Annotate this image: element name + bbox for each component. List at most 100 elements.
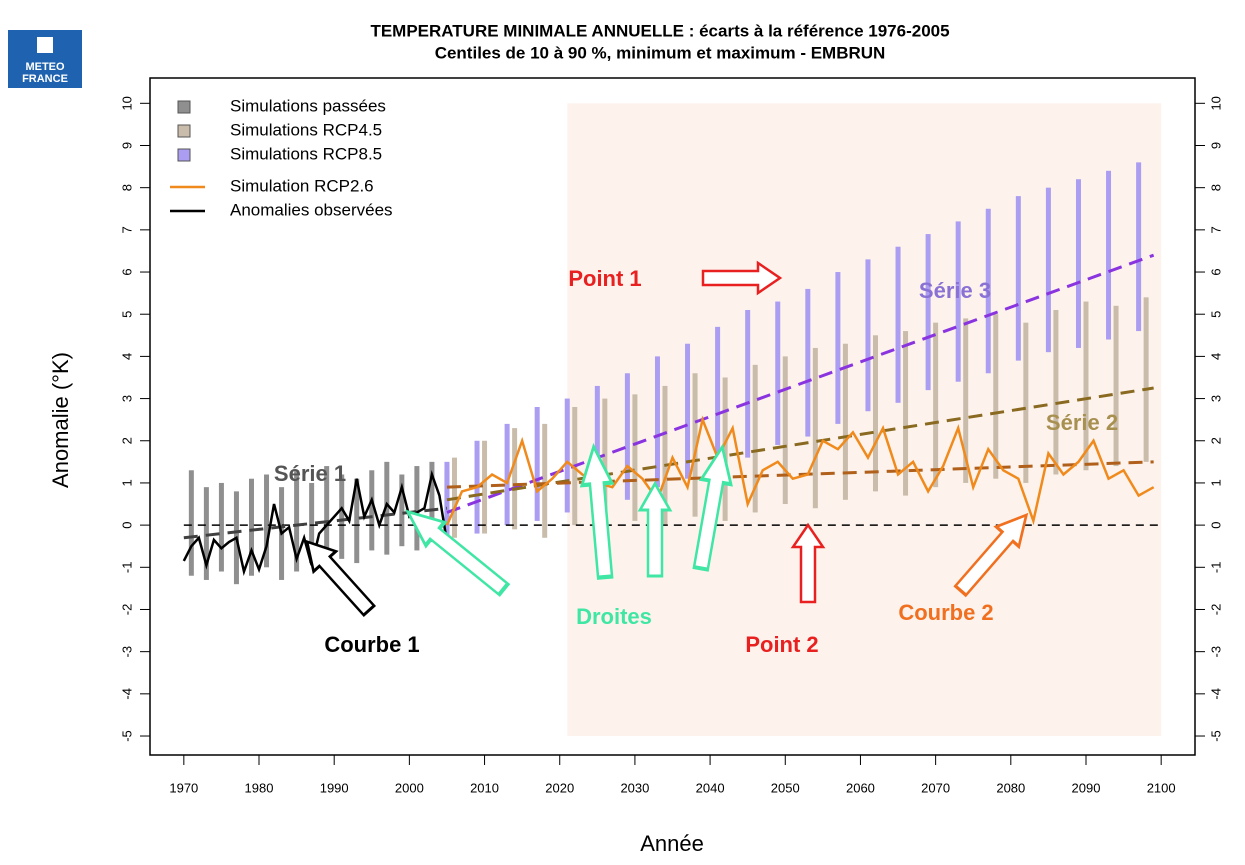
range-bar: [264, 474, 270, 568]
range-bar: [594, 385, 600, 509]
range-bar: [775, 301, 781, 445]
y-tick-label-right: -1: [1208, 562, 1223, 574]
x-tick-label: 2070: [921, 780, 950, 795]
range-bar: [812, 347, 818, 509]
x-tick-label: 1980: [245, 780, 274, 795]
range-bar: [294, 470, 300, 572]
range-bar: [542, 423, 548, 538]
range-bar: [632, 394, 638, 521]
range-bar: [564, 398, 570, 513]
range-bar: [963, 318, 969, 483]
range-bar: [1136, 162, 1142, 332]
range-bar: [309, 482, 315, 564]
range-bar: [1083, 301, 1089, 471]
range-bar: [188, 470, 194, 576]
y-tick-label: -5: [119, 730, 134, 742]
range-bar: [1106, 170, 1112, 340]
x-tick-label: 2010: [470, 780, 499, 795]
legend-label: Simulations passées: [230, 96, 386, 115]
range-bar: [324, 466, 330, 568]
logo-text: METEO: [25, 61, 65, 73]
range-bar: [1113, 305, 1119, 467]
range-bar: [1045, 187, 1051, 353]
x-tick-label: 2080: [996, 780, 1025, 795]
range-bar: [722, 377, 728, 521]
y-tick-label: 0: [119, 521, 134, 528]
range-bar: [1053, 309, 1059, 475]
plot-area: 1970 1980 1990 2000 2010 2020 2030 2040 2050 2060…: [119, 77, 1223, 795]
legend-label: Anomalies observées: [230, 200, 393, 219]
y-tick-label: -4: [119, 688, 134, 700]
arrow: [637, 480, 673, 578]
legend-label: Simulations RCP8.5: [230, 144, 382, 163]
trend-line: [446, 253, 1155, 514]
range-bar: [993, 314, 999, 479]
range-bar: [715, 326, 721, 467]
trend-line: [446, 386, 1154, 502]
range-bar: [933, 322, 939, 488]
annotation: Courbe 2: [898, 600, 993, 625]
line: [445, 415, 1155, 526]
range-bar: [369, 470, 375, 551]
arrow: [404, 509, 511, 597]
range-bar: [692, 373, 698, 517]
arrow: [953, 512, 1029, 598]
x-tick-label: 2030: [620, 780, 649, 795]
legend-label: Simulation RCP2.6: [230, 176, 374, 195]
range-bar: [955, 221, 961, 382]
range-bar: [339, 474, 345, 559]
y-tick-label-right: 3: [1208, 395, 1223, 402]
logo-text: FRANCE: [22, 73, 68, 85]
annotation: Série 2: [1046, 410, 1118, 435]
y-axis-label: Anomalie (°K): [48, 352, 73, 488]
y-tick-label-right: 6: [1208, 268, 1223, 275]
y-tick-label-right: -4: [1208, 688, 1223, 700]
range-bar: [985, 208, 991, 374]
range-bar: [624, 373, 630, 500]
trend-line: [183, 506, 448, 540]
range-bar: [512, 428, 518, 530]
y-tick-label: 2: [119, 437, 134, 444]
legend-swatch: [177, 124, 191, 138]
x-tick-label: 2040: [696, 780, 725, 795]
y-tick-label-right: 0: [1208, 521, 1223, 528]
x-tick-label: 2090: [1072, 780, 1101, 795]
range-bar: [925, 234, 931, 391]
annotation: Courbe 1: [324, 632, 419, 657]
y-tick-label-right: -3: [1208, 646, 1223, 658]
arrow: [701, 260, 783, 296]
range-bar: [1143, 297, 1149, 462]
annotation: Droites: [576, 604, 652, 629]
y-tick-label: 8: [119, 184, 134, 191]
range-bar: [835, 272, 841, 424]
legend-swatch: [177, 148, 191, 162]
range-bar: [903, 331, 909, 496]
y-tick-label-right: 8: [1208, 184, 1223, 191]
y-tick-label-right: 1: [1208, 479, 1223, 486]
y-tick-label-right: 5: [1208, 311, 1223, 318]
arrow: [305, 539, 377, 618]
annotation: Point 2: [745, 632, 818, 657]
arrow: [692, 443, 733, 572]
range-bar: [203, 487, 209, 580]
x-tick-label: 2020: [545, 780, 574, 795]
y-tick-label: 6: [119, 268, 134, 275]
y-tick-label: 1: [119, 479, 134, 486]
y-tick-label-right: 2: [1208, 437, 1223, 444]
x-tick-label: 2100: [1147, 780, 1176, 795]
range-bar: [248, 478, 254, 576]
y-tick-label: -2: [119, 604, 134, 616]
arrow: [790, 522, 826, 604]
y-tick-label: 10: [119, 96, 134, 110]
chart-subtitle: Centiles de 10 à 90 %, minimum et maximu…: [435, 43, 886, 62]
range-bar: [504, 423, 510, 526]
range-bar: [414, 466, 420, 551]
range-bar: [354, 478, 360, 564]
range-bar: [482, 440, 488, 534]
range-bar: [685, 343, 691, 479]
annotation: Série 3: [919, 278, 991, 303]
range-bar: [1015, 196, 1021, 361]
annotation: Point 1: [568, 266, 641, 291]
range-bar: [399, 474, 405, 547]
